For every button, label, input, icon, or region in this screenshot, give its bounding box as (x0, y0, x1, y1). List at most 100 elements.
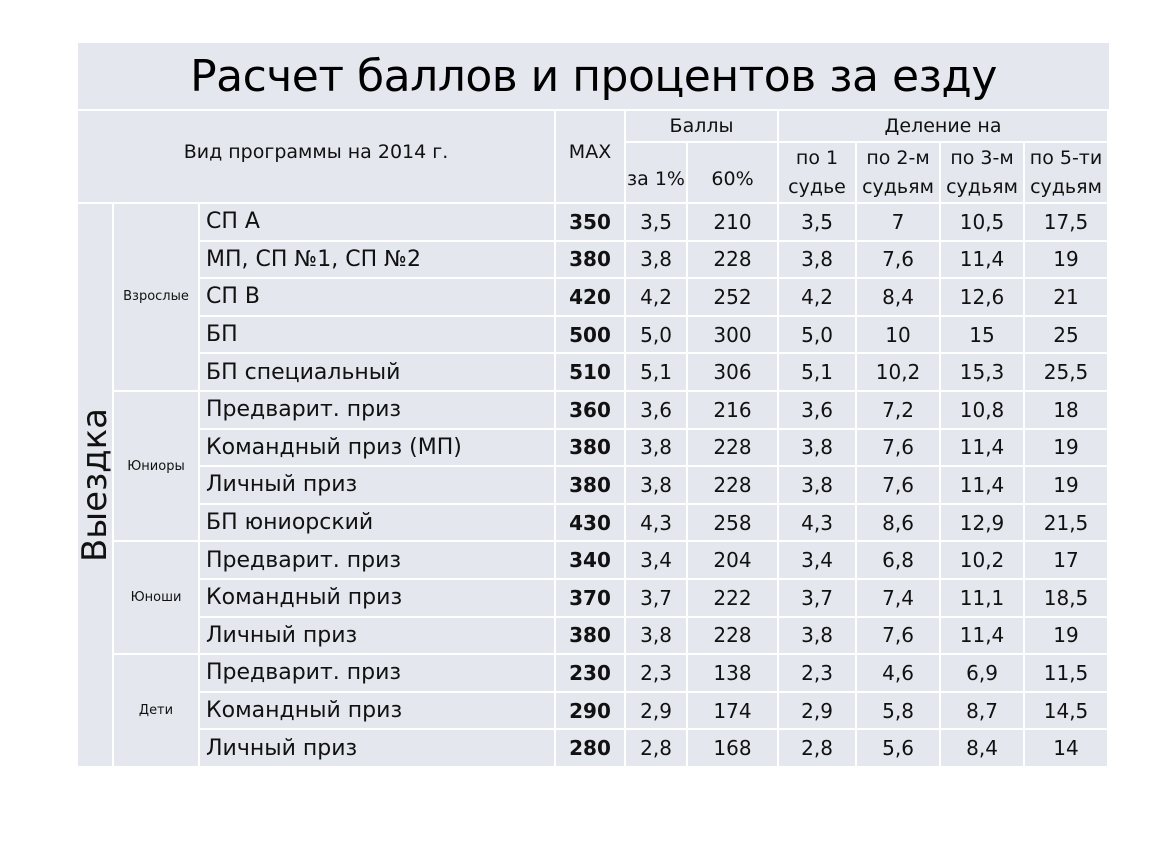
judge2-value: 10 (857, 316, 942, 355)
table-row: БП юниорский 430 4,3 258 4,3 8,6 12,9 21,5 (78, 504, 1110, 543)
judge1-value: 3,6 (779, 391, 858, 430)
judge2-value: 8,6 (857, 504, 942, 543)
program-name: Командный приз (200, 692, 557, 731)
judge5-value: 18 (1025, 391, 1110, 430)
judge3-value: 11,4 (941, 617, 1026, 656)
header-judge2-line1: по 2-м (857, 143, 942, 172)
judge1-value: 4,3 (779, 504, 858, 543)
judge5-value: 19 (1025, 241, 1110, 280)
judge3-value: 11,4 (941, 429, 1026, 468)
pct60-value: 174 (688, 692, 780, 731)
judge3-value: 12,9 (941, 504, 1026, 543)
header-row-2: за 1% 60% по 1 по 2-м по 3-м по 5-ти (78, 143, 1110, 204)
judge5-value: 21 (1025, 279, 1110, 317)
table-row: Выездка Взрослые СП А 350 3,5 210 3,5 7 10,5 17,5 (78, 204, 1110, 768)
judge5-value: 14,5 (1025, 692, 1110, 731)
judge3-value: 8,7 (941, 692, 1026, 731)
judge5-value: 25 (1025, 316, 1110, 355)
per-1pct-value: 4,3 (626, 504, 689, 543)
pct60-value: 228 (688, 467, 780, 505)
judge2-value: 7,2 (857, 391, 942, 430)
judge1-value: 3,8 (779, 429, 858, 468)
judge5-value: 21,5 (1025, 504, 1110, 543)
title-band: Расчет баллов и процентов за езду (78, 43, 1109, 109)
group-label: Юниоры (114, 391, 200, 543)
judge1-value: 3,8 (779, 467, 858, 505)
program-name: Командный приз (200, 579, 557, 618)
pct60-value: 300 (688, 316, 780, 355)
program-name: БП (200, 316, 557, 355)
judge2-value: 8,4 (857, 279, 942, 317)
judge3-value: 10,2 (941, 542, 1026, 580)
pct60-value: 306 (688, 354, 780, 392)
judge2-value: 7,6 (857, 241, 942, 280)
table-row: БП 500 5,0 300 5,0 10 15 25 (78, 316, 1110, 355)
header-judge2-line2: судьям (857, 172, 942, 204)
header-row-3: судье судьям судьям судьям (78, 172, 1110, 204)
judge1-value: 2,8 (779, 730, 858, 768)
judge5-value: 17 (1025, 542, 1110, 580)
header-judge1-line2: судье (779, 172, 858, 204)
judge1-value: 3,4 (779, 542, 858, 580)
table-row: Личный приз 380 3,8 228 3,8 7,6 11,4 19 (78, 617, 1110, 656)
per-1pct-value: 3,8 (626, 429, 689, 468)
judge1-value: 3,7 (779, 579, 858, 618)
per-1pct-value: 3,8 (626, 617, 689, 656)
per-1pct-value: 2,9 (626, 692, 689, 731)
judge1-value: 3,5 (779, 204, 858, 242)
table-row: Личный приз 380 3,8 228 3,8 7,6 11,4 19 (78, 467, 1110, 505)
program-name: Командный приз (МП) (200, 429, 557, 468)
section-label-cell: Выездка (78, 204, 114, 768)
judge5-value: 25,5 (1025, 354, 1110, 392)
judge2-value: 7,4 (857, 579, 942, 618)
judge5-value: 19 (1025, 429, 1110, 468)
per-1pct-value: 3,6 (626, 391, 689, 430)
table-row: Командный приз (МП) 380 3,8 228 3,8 7,6 11,4 19 (78, 429, 1110, 468)
judge2-value: 7 (857, 204, 942, 242)
judge2-value: 4,6 (857, 655, 942, 693)
per-1pct-value: 5,1 (626, 354, 689, 392)
table-row: МП, СП №1, СП №2 380 3,8 228 3,8 7,6 11,4 19 (78, 241, 1110, 280)
table-row: Личный приз 280 2,8 168 2,8 5,6 8,4 14 (78, 730, 1110, 768)
max-value: 500 (556, 316, 627, 355)
header-judge1-line1: по 1 (779, 143, 858, 172)
max-value: 380 (556, 617, 627, 656)
max-value: 430 (556, 504, 627, 543)
header-max: MAX (556, 111, 627, 204)
judge1-value: 2,3 (779, 655, 858, 693)
max-value: 290 (556, 692, 627, 731)
judge3-value: 10,5 (941, 204, 1026, 242)
pct60-value: 228 (688, 429, 780, 468)
program-name: Личный приз (200, 730, 557, 768)
judge5-value: 14 (1025, 730, 1110, 768)
program-name: Предварит. приз (200, 542, 557, 580)
table-row: СП В 420 4,2 252 4,2 8,4 12,6 21 (78, 279, 1110, 317)
max-value: 230 (556, 655, 627, 693)
header-points: Баллы (626, 111, 780, 143)
pct60-value: 228 (688, 241, 780, 280)
max-value: 380 (556, 241, 627, 280)
per-1pct-value: 5,0 (626, 316, 689, 355)
pct60-value: 204 (688, 542, 780, 580)
max-value: 380 (556, 467, 627, 505)
program-name: Личный приз (200, 617, 557, 656)
header-60pct: 60% (688, 143, 780, 204)
header-per-1pct: за 1% (626, 143, 689, 204)
judge2-value: 10,2 (857, 354, 942, 392)
table-row: Дети Предварит. приз 230 2,3 138 2,3 4,6 6,9 11,… (78, 655, 1110, 768)
section-label: Выездка (78, 407, 114, 562)
table-row: Командный приз 370 3,7 222 3,7 7,4 11,1 18,5 (78, 579, 1110, 618)
judge2-value: 5,6 (857, 730, 942, 768)
max-value: 420 (556, 279, 627, 317)
judge2-value: 7,6 (857, 429, 942, 468)
pct60-value: 258 (688, 504, 780, 543)
group-label: Дети (114, 655, 200, 768)
header-judge3-line1: по 3-м (941, 143, 1026, 172)
judge2-value: 6,8 (857, 542, 942, 580)
judge5-value: 17,5 (1025, 204, 1110, 242)
judge5-value: 19 (1025, 467, 1110, 505)
judge5-value: 19 (1025, 617, 1110, 656)
judge2-value: 7,6 (857, 467, 942, 505)
header-row-1: Вид программы на 2014 г. MAX Баллы Делен… (78, 111, 1110, 204)
judge1-value: 3,8 (779, 617, 858, 656)
